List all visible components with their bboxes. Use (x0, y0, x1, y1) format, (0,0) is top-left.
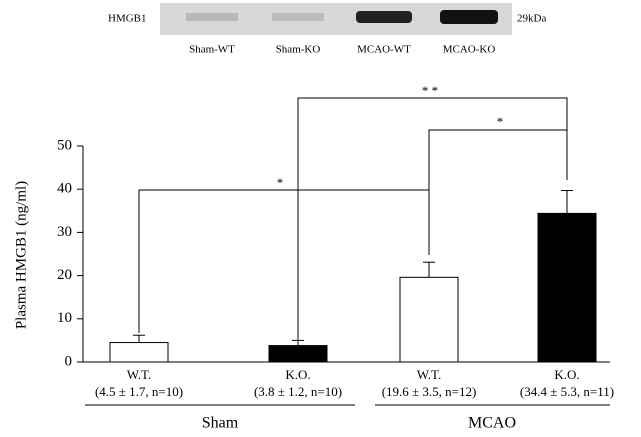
x-tick-label: W.T. (417, 367, 442, 382)
x-tick-note: (34.4 ± 5.3, n=11) (520, 384, 614, 399)
bar (538, 213, 596, 362)
lane-label: Sham-WT (189, 44, 235, 56)
bar (400, 277, 458, 362)
y-tick-label: 50 (57, 137, 72, 153)
significance-mark: * * (422, 83, 438, 98)
chart: HMGB1 29kDa Sham-WT Sham-KO MCAO-WT MCAO… (0, 0, 641, 437)
y-tick-label: 40 (57, 181, 72, 197)
x-tick-note: (19.6 ± 3.5, n=12) (382, 384, 477, 399)
y-tick-label: 20 (57, 267, 72, 283)
lane-label: MCAO-KO (443, 44, 496, 56)
lane-label: Sham-KO (276, 44, 321, 56)
blot-band (186, 13, 238, 21)
y-tick-label: 0 (65, 353, 73, 369)
significance-bracket (139, 190, 429, 333)
blot-band (272, 13, 324, 21)
x-tick-label: K.O. (285, 367, 310, 382)
y-axis-label: Plasma HMGB1 (ng/ml) (13, 181, 29, 329)
blot-size: 29kDa (517, 13, 546, 25)
y-tick-label: 10 (57, 310, 72, 326)
lane-label: MCAO-WT (357, 44, 411, 56)
significance-mark: * (277, 175, 284, 190)
x-tick-label: W.T. (127, 367, 152, 382)
x-tick-note: (3.8 ± 1.2, n=10) (254, 384, 342, 399)
significance-mark: * (497, 114, 504, 129)
blot-band (440, 10, 498, 24)
bar (110, 343, 168, 362)
x-tick-note: (4.5 ± 1.7, n=10) (95, 384, 183, 399)
y-tick-label: 30 (57, 224, 72, 240)
group-label: Sham (202, 415, 239, 432)
group-label: MCAO (468, 415, 516, 432)
bar (269, 346, 327, 362)
blot-band (356, 11, 412, 23)
blot-label: HMGB1 (108, 13, 147, 25)
x-tick-label: K.O. (554, 367, 579, 382)
